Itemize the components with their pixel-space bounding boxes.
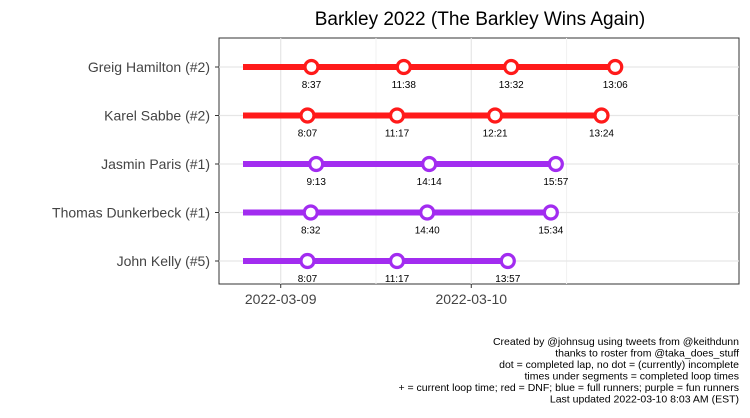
- lap-complete-dot: [486, 107, 504, 124]
- caption-line: dot = completed lap, no dot = (currently…: [499, 359, 739, 371]
- caption-line: Last updated 2022-03-10 8:03 AM (EST): [550, 394, 739, 406]
- runner-name-label: Thomas Dunkerbeck (#1): [52, 205, 210, 221]
- lap-complete-dot: [542, 204, 559, 221]
- lap-time-label: 13:57: [495, 274, 520, 285]
- lap-time-label: 9:13: [306, 177, 326, 188]
- lap-complete-dot: [299, 252, 316, 270]
- caption-line: times under segments = completed loop ti…: [525, 371, 739, 383]
- x-tick-label: 2022-03-10: [435, 291, 507, 307]
- x-tick-label: 2022-03-09: [245, 291, 317, 307]
- lap-time-label: 15:57: [543, 177, 568, 188]
- lap-time-label: 14:40: [415, 226, 440, 237]
- lap-complete-dot: [302, 204, 319, 221]
- lap-time-label: 8:07: [298, 129, 318, 140]
- lap-complete-dot: [299, 107, 316, 124]
- runner-name-label: John Kelly (#5): [117, 253, 210, 269]
- lap-time-label: 12:21: [483, 129, 508, 140]
- lap-complete-dot: [607, 58, 624, 76]
- lap-complete-dot: [593, 107, 610, 124]
- lap-time-label: 8:07: [298, 274, 318, 285]
- lap-time-label: 15:34: [538, 226, 563, 237]
- lap-time-label: 13:32: [499, 80, 524, 91]
- lap-time-label: 13:06: [603, 80, 628, 91]
- lap-time-label: 11:17: [385, 129, 410, 140]
- lap-complete-dot: [547, 155, 564, 173]
- lap-time-label: 8:32: [301, 226, 321, 237]
- lap-complete-dot: [503, 58, 520, 76]
- runner-name-label: Jasmin Paris (#1): [101, 156, 210, 172]
- lap-time-label: 8:37: [302, 80, 322, 91]
- caption-block: Created by @johnsug using tweets from @k…: [398, 336, 739, 406]
- lap-complete-dot: [421, 155, 438, 173]
- lap-time-label: 14:14: [417, 177, 442, 188]
- caption-line: Created by @johnsug using tweets from @k…: [493, 336, 739, 348]
- lap-complete-dot: [303, 58, 320, 76]
- caption-line: thanks to roster from @taka_does_stuff: [555, 348, 739, 360]
- lap-time-label: 11:17: [385, 274, 410, 285]
- lap-complete-dot: [419, 204, 436, 221]
- lap-complete-dot: [499, 252, 516, 270]
- lap-complete-dot: [388, 252, 406, 270]
- lap-time-label: 13:24: [589, 129, 614, 140]
- caption-line: + = current loop time; red = DNF; blue =…: [398, 382, 739, 394]
- lap-complete-dot: [388, 107, 406, 124]
- runner-name-label: Greig Hamilton (#2): [88, 59, 210, 75]
- lap-complete-dot: [308, 155, 325, 173]
- axes: 2022-03-09 2022-03-10 Greig Hamilton (#2) K…: [52, 59, 507, 307]
- lap-complete-dot: [395, 58, 412, 76]
- runner-name-label: Karel Sabbe (#2): [104, 108, 210, 124]
- lap-time-label: 11:38: [392, 80, 417, 91]
- chart-marks: 8:37 11:38 13:32 13:06 8:07 11:17 12:21 13:24 9:…: [243, 58, 628, 285]
- chart-title: Barkley 2022 (The Barkley Wins Again): [315, 9, 646, 30]
